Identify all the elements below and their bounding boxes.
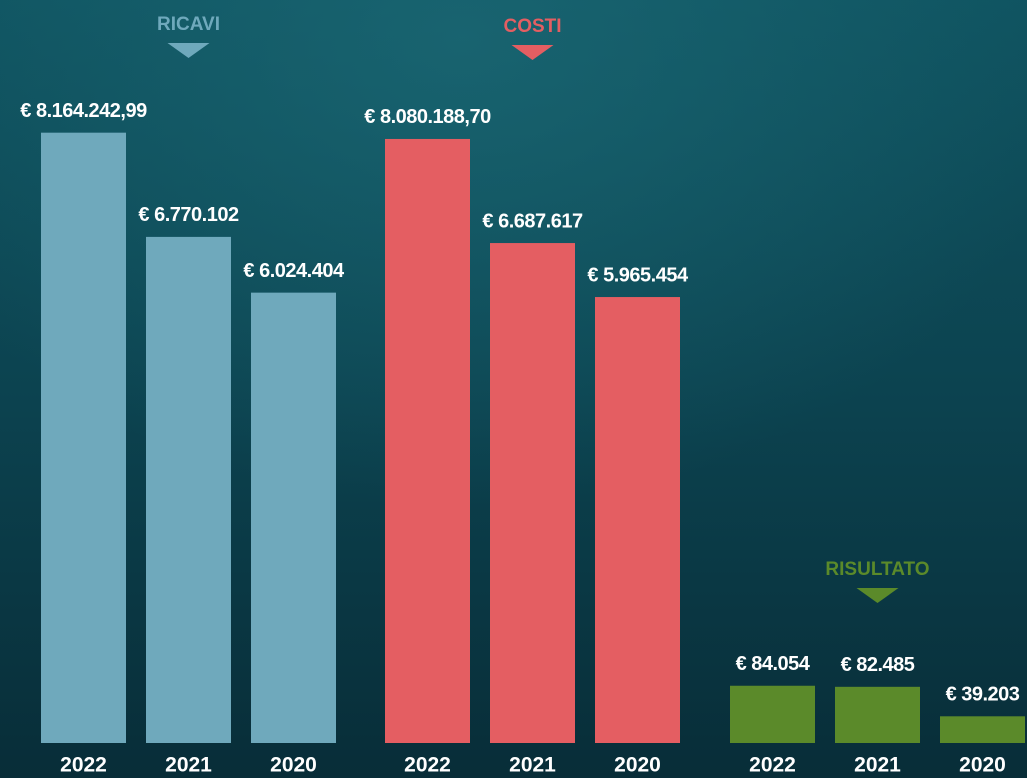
value-label: € 84.054 [736, 653, 811, 675]
title-arrow [511, 45, 554, 60]
bar [940, 716, 1025, 743]
value-label: € 82.485 [841, 654, 915, 676]
bar [251, 292, 336, 743]
bar [41, 132, 126, 744]
year-label: 2021 [509, 754, 556, 777]
group-title: RICAVI [157, 14, 220, 35]
bar [595, 297, 680, 743]
group-title: COSTI [503, 16, 561, 37]
bar [385, 138, 470, 744]
year-label: 2020 [959, 754, 1006, 777]
value-label: € 39.203 [946, 684, 1020, 706]
value-label: € 5.965.454 [587, 264, 689, 286]
year-label: 2022 [60, 754, 107, 777]
value-label: € 6.024.404 [243, 260, 345, 282]
bar [835, 686, 920, 743]
year-label: 2021 [165, 754, 212, 777]
value-label: € 6.687.617 [482, 210, 583, 232]
bar [730, 685, 815, 743]
year-label: 2020 [614, 754, 661, 777]
title-arrow [167, 43, 210, 58]
title-arrow [856, 588, 899, 603]
value-label: € 6.770.102 [138, 204, 239, 226]
bar [490, 243, 575, 743]
value-label: € 8.164.242,99 [20, 100, 147, 122]
year-label: 2020 [270, 754, 317, 777]
year-label: 2022 [749, 754, 796, 777]
bar [146, 236, 231, 743]
year-label: 2022 [404, 754, 451, 777]
year-label: 2021 [854, 754, 901, 777]
value-label: € 8.080.188,70 [364, 106, 491, 128]
group-title: RISULTATO [825, 559, 929, 580]
